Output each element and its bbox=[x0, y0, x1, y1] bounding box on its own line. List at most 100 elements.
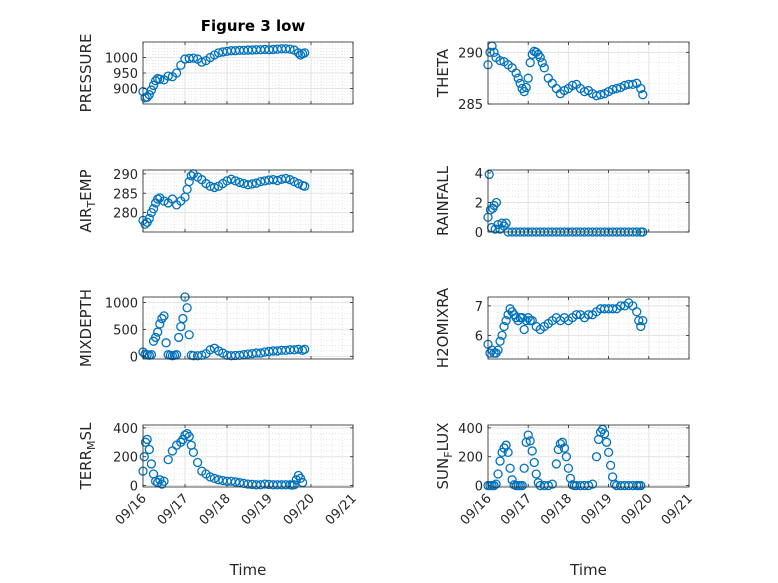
data-point bbox=[234, 177, 245, 188]
x-axis-label: Time bbox=[229, 561, 267, 579]
data-point bbox=[272, 175, 283, 186]
y-tick-label: 6 bbox=[475, 329, 483, 344]
y-tick-label: 1000 bbox=[105, 296, 138, 311]
data-point bbox=[551, 459, 561, 469]
axes-frame bbox=[487, 296, 690, 360]
data-point bbox=[505, 463, 515, 473]
y-tick-label: 290 bbox=[113, 168, 138, 183]
data-point bbox=[182, 303, 192, 313]
data-point bbox=[300, 48, 310, 58]
y-tick-label: 950 bbox=[113, 67, 138, 82]
data-point bbox=[561, 452, 572, 462]
data-point bbox=[247, 179, 257, 189]
data-point bbox=[495, 336, 505, 346]
data-point bbox=[638, 315, 648, 326]
data-point bbox=[163, 71, 173, 81]
axes-frame bbox=[487, 424, 690, 488]
data-point bbox=[484, 169, 494, 180]
data-point bbox=[535, 52, 545, 63]
data-point bbox=[525, 58, 535, 68]
x-tick-label: 09/19 bbox=[578, 491, 615, 528]
y-axis-label-subscript: M bbox=[85, 440, 98, 450]
data-point bbox=[495, 55, 505, 66]
data-point bbox=[607, 304, 618, 314]
data-point bbox=[186, 171, 196, 181]
data-point bbox=[603, 447, 614, 458]
data-point bbox=[192, 457, 203, 468]
data-point bbox=[176, 60, 186, 70]
data-point bbox=[485, 47, 495, 57]
axes-frame bbox=[487, 41, 690, 105]
y-tick-label: 0 bbox=[475, 480, 483, 495]
data-point bbox=[285, 175, 295, 185]
y-axis-label-subscript: T bbox=[85, 201, 98, 209]
data-point bbox=[159, 476, 169, 486]
x-tick-label: 09/20 bbox=[281, 491, 318, 528]
data-point bbox=[636, 83, 646, 94]
data-point bbox=[144, 213, 154, 224]
data-point bbox=[155, 319, 165, 329]
data-point bbox=[499, 321, 509, 332]
data-point bbox=[255, 348, 266, 358]
x-tick-label: 09/21 bbox=[659, 491, 696, 528]
y-axis-label: TERRMSL bbox=[77, 422, 98, 491]
data-point bbox=[605, 460, 616, 471]
data-point bbox=[563, 463, 574, 473]
data-point bbox=[163, 454, 173, 465]
y-tick-label: 0 bbox=[130, 350, 138, 365]
data-point bbox=[180, 430, 190, 440]
data-point bbox=[595, 427, 606, 437]
y-tick-label: 7 bbox=[475, 300, 483, 315]
data-point bbox=[634, 315, 644, 326]
data-point bbox=[148, 80, 159, 91]
data-point bbox=[209, 182, 220, 193]
data-point bbox=[611, 83, 622, 94]
x-tick-label: 09/18 bbox=[197, 491, 234, 528]
data-point bbox=[293, 470, 304, 481]
data-point bbox=[184, 176, 194, 187]
data-point bbox=[176, 437, 186, 447]
data-point bbox=[587, 479, 598, 489]
subplot-6: 6 7 H2OMIXRA bbox=[434, 287, 690, 368]
data-point bbox=[491, 479, 501, 489]
data-point bbox=[139, 452, 149, 462]
y-axis-label: THETA bbox=[434, 48, 452, 98]
data-point bbox=[161, 338, 171, 348]
x-tick-label: 09/17 bbox=[155, 491, 192, 528]
x-axis-label: Time bbox=[569, 561, 607, 579]
data-point bbox=[525, 436, 535, 446]
data-point bbox=[527, 446, 537, 456]
data-point bbox=[213, 48, 224, 58]
y-axis-label-main: RAINFALL bbox=[434, 165, 452, 236]
y-axis-label-main: AIR bbox=[77, 208, 95, 233]
data-point bbox=[501, 315, 511, 326]
data-point bbox=[567, 80, 578, 91]
data-point bbox=[539, 63, 549, 73]
data-point bbox=[205, 472, 215, 482]
data-point bbox=[144, 90, 154, 100]
data-point bbox=[553, 444, 563, 455]
subplot-8: 0 200 400 09/16 09/17 09/18 09/19 09/20 09/21 SUN… bbox=[434, 422, 696, 579]
y-tick-label: 900 bbox=[113, 83, 138, 98]
y-axis-label-rest: LUX bbox=[434, 423, 452, 452]
y-tick-label: 200 bbox=[113, 451, 138, 466]
data-point bbox=[497, 447, 507, 458]
axes-frame bbox=[487, 169, 690, 233]
y-tick-label: 285 bbox=[458, 98, 483, 113]
y-tick-label: 1000 bbox=[105, 52, 138, 67]
data-point bbox=[188, 447, 199, 458]
data-point bbox=[521, 82, 531, 93]
data-point bbox=[182, 429, 192, 439]
data-point bbox=[146, 459, 157, 469]
data-point bbox=[300, 344, 310, 354]
y-axis-label: RAINFALL bbox=[434, 165, 452, 236]
data-point bbox=[188, 53, 199, 63]
subplot-3: 280 285 290 AIRTEMP bbox=[77, 168, 354, 233]
y-axis-label-main: THETA bbox=[434, 48, 452, 98]
data-point bbox=[519, 463, 529, 473]
axes-frame bbox=[142, 424, 354, 488]
data-point bbox=[281, 173, 291, 184]
x-tick-label: 09/17 bbox=[498, 491, 535, 528]
y-axis-label: PRESSURE bbox=[77, 34, 95, 113]
y-axis-label-rest: EMP bbox=[77, 169, 95, 200]
